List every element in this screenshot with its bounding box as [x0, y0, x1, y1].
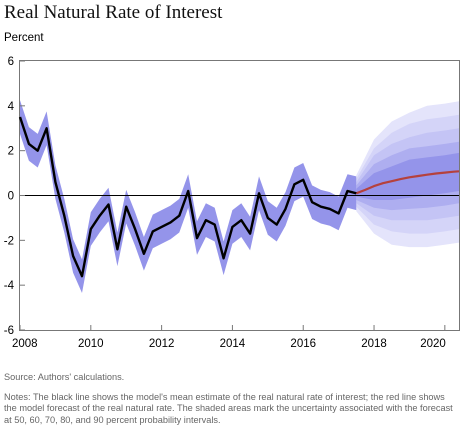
notes-text: Notes: The black line shows the model's … [4, 392, 453, 425]
y-tick-label: 0 [8, 191, 14, 203]
x-tick-label: 2016 [290, 338, 316, 350]
y-tick-label: -4 [4, 280, 15, 292]
y-tick-label: 2 [8, 146, 14, 158]
y-ticks: -6 -4 -2 0 2 4 6 [4, 56, 25, 337]
band-50 [356, 152, 459, 200]
x-tick-label: 2014 [220, 338, 246, 350]
x-tick-label: 2020 [420, 338, 446, 350]
x-tick-label: 2012 [149, 338, 175, 350]
x-tick-label: 2008 [12, 338, 38, 350]
y-tick-label: 4 [8, 101, 15, 113]
source-note: Source: Authors' calculations. [4, 372, 125, 382]
line-chart: -6 -4 -2 0 2 4 6 2008 2010 2012 2014 2016 2018 2020 [4, 56, 460, 350]
y-tick-label: -2 [4, 235, 14, 247]
chart-title: Real Natural Rate of Interest [4, 2, 223, 23]
y-axis-label: Percent [4, 32, 44, 44]
x-ticks: 2008 2010 2012 2014 2016 2018 2020 [12, 325, 446, 350]
y-tick-label: 6 [8, 56, 14, 68]
y-tick-label: -6 [4, 325, 14, 337]
x-tick-label: 2010 [78, 338, 104, 350]
uncertainty-bands [356, 101, 459, 248]
x-tick-label: 2018 [361, 338, 387, 350]
estimate-line [18, 116, 357, 278]
forecast-line [355, 170, 460, 195]
series-lines [18, 116, 460, 278]
